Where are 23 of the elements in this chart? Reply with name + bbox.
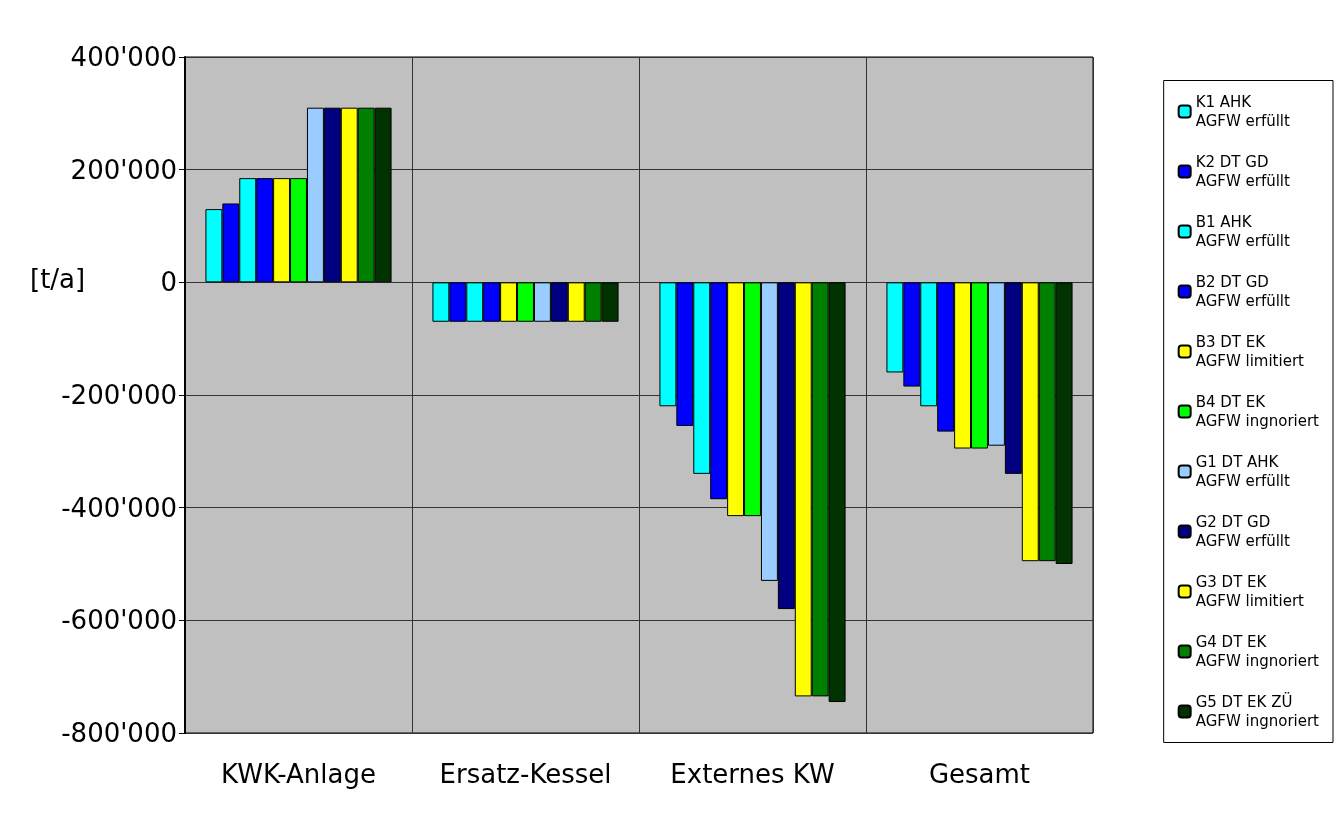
legend-label: B2 DT GD AGFW erfüllt (1195, 273, 1291, 310)
legend-label: B1 AHK AGFW erfüllt (1195, 213, 1291, 250)
x-tick-label: Externes KW (670, 759, 835, 789)
legend-label: G2 DT GD AGFW erfüllt (1195, 513, 1291, 550)
x-tick-label: Ersatz-Kessel (439, 759, 612, 789)
legend-label: K2 DT GD AGFW erfüllt (1195, 153, 1291, 190)
legend-label: G3 DT EK AGFW limitiert (1195, 573, 1305, 610)
y-tick-label: -400'000 (61, 492, 177, 523)
legend-label: K1 AHK AGFW erfüllt (1195, 93, 1291, 130)
legend-label: B3 DT EK AGFW limitiert (1195, 333, 1305, 370)
x-tick-label: Gesamt (928, 759, 1031, 789)
y-axis-title: [t/a] (30, 264, 86, 295)
y-tick-label: 400'000 (70, 42, 177, 72)
y-tick-label: 0 (160, 267, 177, 298)
y-tick-label: -600'000 (61, 605, 177, 636)
y-tick-label: -800'000 (61, 718, 177, 748)
x-tick-label: KWK-Anlage (221, 759, 376, 789)
legend-label: G1 DT AHK AGFW erfüllt (1195, 453, 1291, 490)
legend-label: B4 DT EK AGFW ingnoriert (1195, 393, 1320, 430)
y-tick-label: 200'000 (70, 154, 177, 185)
legend-label: G5 DT EK ZÜ AGFW ingnoriert (1195, 692, 1320, 730)
y-tick-label: -200'000 (61, 380, 177, 410)
legend-label: G4 DT EK AGFW ingnoriert (1195, 633, 1320, 670)
